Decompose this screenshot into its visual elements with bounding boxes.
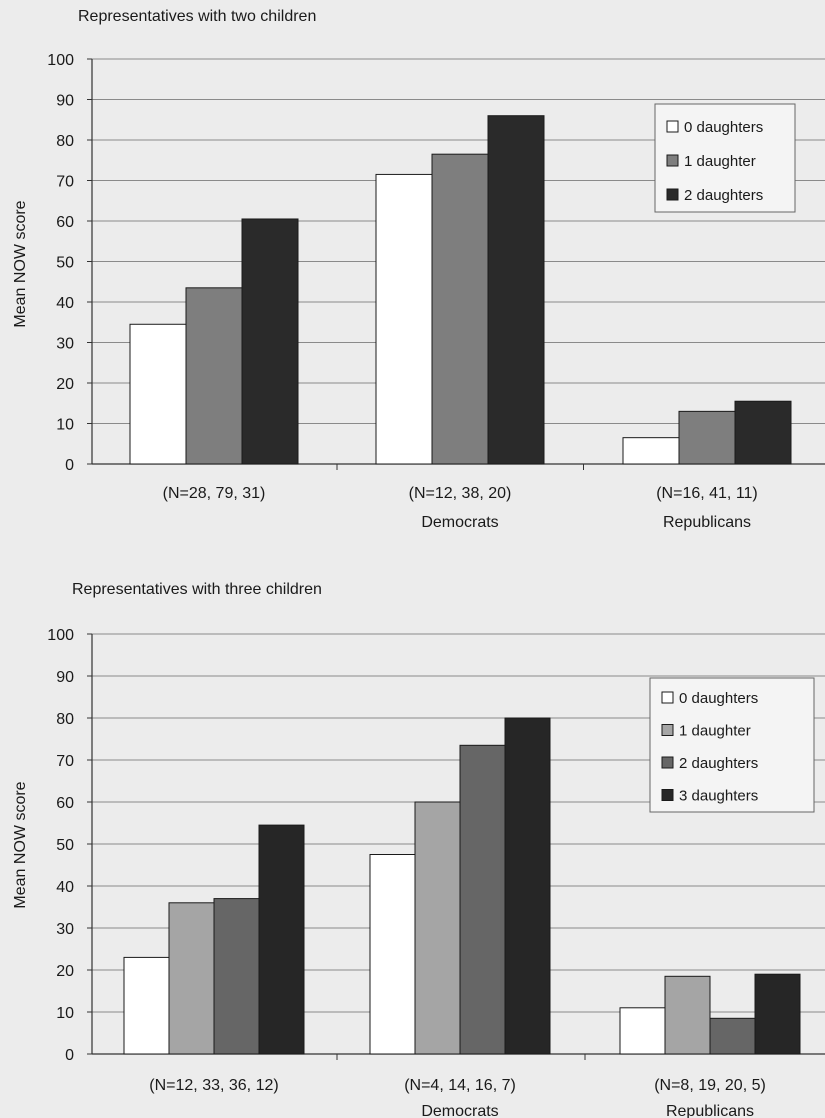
category-labels: (N=12, 33, 36, 12) (N=4, 14, 16, 7) Democr…	[149, 1077, 766, 1118]
category-label: (N=28, 79, 31)	[163, 485, 266, 502]
chart-title: Representatives with two children	[78, 8, 316, 25]
category-labels: (N=28, 79, 31) (N=12, 38, 20) Democrats (N=…	[163, 485, 758, 531]
bar	[622, 437, 680, 465]
y-tick-label: 60	[56, 795, 74, 812]
group-label: Democrats	[421, 514, 498, 531]
y-tick-label: 60	[56, 214, 74, 231]
bar	[185, 287, 243, 465]
y-tick-label: 90	[56, 669, 74, 686]
legend-swatch	[661, 724, 674, 736]
legend-swatch	[666, 120, 679, 133]
legend: 0 daughters 1 daughter 2 daughters	[654, 103, 796, 213]
bar	[129, 323, 187, 465]
chart-title: Representatives with three children	[72, 581, 322, 598]
bar	[213, 898, 260, 1055]
y-tick-label: 40	[56, 879, 74, 896]
legend-swatch	[666, 154, 679, 167]
y-tick-label: 20	[56, 963, 74, 980]
group-label: Republicans	[663, 514, 751, 531]
group-label: Republicans	[666, 1103, 754, 1118]
bar	[459, 744, 506, 1055]
category-label: (N=12, 38, 20)	[409, 485, 512, 502]
bar	[504, 717, 551, 1055]
bar	[619, 1007, 666, 1055]
bar	[241, 218, 299, 465]
legend-swatch	[661, 789, 674, 801]
chart-three-children: Representatives with three children 0 10 2…	[12, 581, 825, 1118]
bar	[754, 973, 801, 1055]
y-tick-label: 100	[47, 627, 74, 644]
y-tick-label: 30	[56, 336, 74, 353]
bar	[678, 410, 736, 465]
y-tick-label: 0	[65, 457, 74, 474]
y-tick-label: 90	[56, 93, 74, 110]
y-tick-label: 30	[56, 921, 74, 938]
bar	[431, 153, 489, 465]
bar	[664, 975, 711, 1055]
legend-swatch	[661, 691, 674, 704]
y-tick-label: 70	[56, 753, 74, 770]
bar	[123, 956, 170, 1055]
y-axis-label: Mean NOW score	[12, 781, 29, 908]
legend-label: 2 daughters	[679, 755, 758, 772]
bar	[375, 173, 433, 465]
legend-box	[649, 677, 815, 813]
bar	[734, 400, 792, 465]
bars	[123, 717, 801, 1055]
y-tick-labels: 0 10 20 30 40 50 60 70 80 90 100	[47, 52, 74, 474]
category-label: (N=12, 33, 36, 12)	[149, 1077, 278, 1094]
bar	[414, 801, 461, 1055]
y-tick-label: 40	[56, 295, 74, 312]
y-tick-label: 50	[56, 837, 74, 854]
y-tick-label: 70	[56, 174, 74, 191]
group-label: Democrats	[421, 1103, 498, 1118]
category-label: (N=4, 14, 16, 7)	[404, 1077, 516, 1094]
chart-two-children: Representatives with two children 0 10 20 3…	[12, 8, 825, 531]
legend-label: 0 daughters	[679, 690, 758, 707]
y-tick-labels: 0 10 20 30 40 50 60 70 80 90 100	[47, 627, 74, 1064]
y-tick-label: 80	[56, 711, 74, 728]
bar	[709, 1017, 756, 1055]
legend-label: 3 daughters	[679, 788, 758, 805]
category-label: (N=8, 19, 20, 5)	[654, 1077, 766, 1094]
category-label: (N=16, 41, 11)	[656, 485, 758, 502]
y-tick-label: 20	[56, 376, 74, 393]
bar	[369, 854, 416, 1055]
y-tick-label: 10	[56, 417, 74, 434]
y-tick-label: 100	[47, 52, 74, 69]
y-tick-label: 50	[56, 255, 74, 272]
legend-swatch	[661, 756, 674, 769]
bar	[168, 902, 215, 1055]
legend-label: 1 daughter	[684, 153, 756, 170]
bars	[129, 115, 792, 465]
legend-label: 0 daughters	[684, 119, 763, 136]
bar	[258, 824, 305, 1055]
legend-swatch	[666, 188, 679, 201]
legend: 0 daughters 1 daughter 2 daughters 3 daught…	[649, 677, 815, 813]
legend-label: 1 daughter	[679, 723, 751, 740]
y-tick-label: 10	[56, 1005, 74, 1022]
legend-label: 2 daughters	[684, 187, 763, 204]
y-axis-label: Mean NOW score	[12, 200, 29, 327]
y-tick-label: 80	[56, 133, 74, 150]
y-tick-label: 0	[65, 1047, 74, 1064]
bar	[487, 115, 545, 465]
